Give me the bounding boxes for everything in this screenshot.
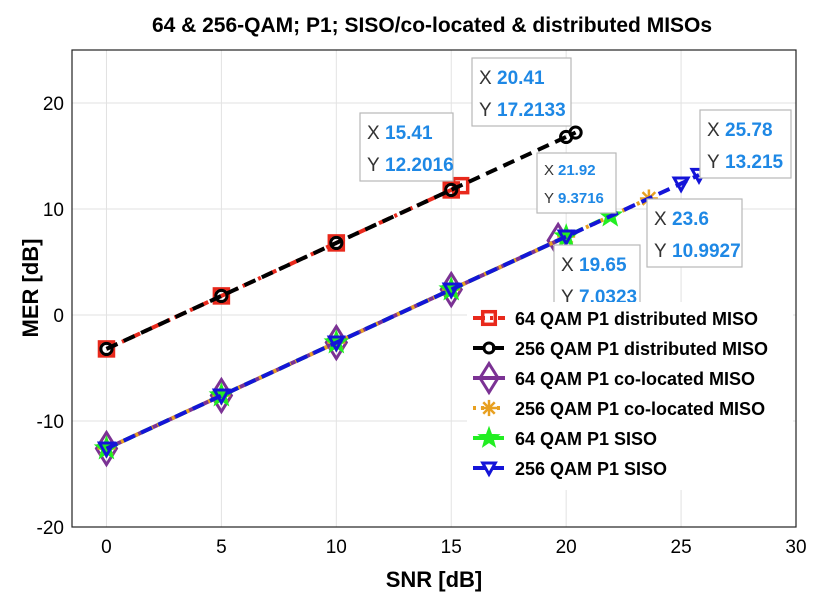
legend-marker — [477, 425, 501, 448]
legend-entry: 256 QAM P1 distributed MISO — [473, 339, 768, 359]
data-point — [214, 288, 229, 304]
data-tip-x-value: 15.41 — [385, 123, 433, 144]
data-point — [99, 341, 114, 357]
x-tick-label: 5 — [216, 537, 227, 558]
data-tip-box — [471, 57, 572, 127]
y-tick-label: -20 — [37, 518, 64, 539]
data-tip-y-key: Y — [707, 152, 720, 173]
legend-label: 64 QAM P1 co-located MISO — [515, 369, 755, 389]
legend-marker — [480, 461, 498, 478]
legend-label: 64 QAM P1 SISO — [515, 429, 657, 449]
data-tip-x-key: X — [654, 209, 667, 230]
data-tip-box — [699, 109, 792, 179]
legend-label: 64 QAM P1 distributed MISO — [515, 309, 758, 329]
legend-entry: 64 QAM P1 distributed MISO — [473, 309, 758, 329]
y-tick-label: 20 — [43, 94, 64, 115]
data-tip-y-value: 9.3716 — [558, 190, 604, 207]
x-tick-label: 25 — [671, 537, 692, 558]
legend-marker — [482, 341, 496, 355]
tick-labels: 0 5 10 15 20 25 30 -20 -10 0 10 20 — [37, 94, 807, 558]
data-tip-x-key: X — [479, 68, 492, 89]
data-tip-x-value: 20.41 — [497, 68, 545, 89]
data-point — [329, 235, 344, 251]
data-point — [96, 441, 117, 459]
y-axis-label: MER [dB] — [18, 239, 43, 338]
x-tick-label: 15 — [441, 537, 462, 558]
data-point — [671, 176, 691, 194]
data-tip-x-value: 25.78 — [725, 120, 773, 141]
y-tick-label: -10 — [37, 412, 64, 433]
plot-frame — [71, 49, 797, 528]
data-tip-y-key: Y — [544, 190, 554, 207]
legend-label: 256 QAM P1 distributed MISO — [515, 339, 768, 359]
x-tick-label: 10 — [326, 537, 347, 558]
legend-label: 256 QAM P1 co-located MISO — [515, 399, 765, 419]
x-axis-label: SNR [dB] — [386, 567, 483, 592]
legend-marker — [478, 360, 500, 396]
chart-title: 64 & 256-QAM; P1; SISO/co-located & dist… — [152, 14, 712, 37]
legend-entry: 64 QAM P1 co-located MISO — [473, 360, 755, 396]
data-tip: X 19.65Y 7.0323 — [553, 244, 641, 314]
data-tip-x-key: X — [367, 123, 380, 144]
data-point — [444, 182, 459, 198]
data-tip-x-key: X — [544, 162, 554, 179]
series-2 — [99, 125, 583, 357]
data-tip-x-key: X — [707, 120, 720, 141]
series-line — [105, 130, 577, 351]
data-point — [568, 125, 583, 140]
data-tip-x-value: 23.6 — [672, 209, 709, 230]
data-tip-box — [646, 198, 743, 268]
data-tip: X 20.41Y 17.2133 — [471, 57, 572, 127]
legend-label: 256 QAM P1 SISO — [515, 459, 667, 479]
data-tip: X 15.41Y 12.2016 — [359, 112, 454, 182]
data-tip-x-value: 21.92 — [558, 162, 596, 179]
data-tip-y-value: 10.9927 — [672, 241, 741, 262]
data-tip-y-key: Y — [479, 100, 492, 121]
legend-entry: 64 QAM P1 SISO — [473, 425, 657, 449]
data-tip-box — [553, 244, 641, 314]
data-point — [326, 335, 346, 353]
legend-entry: 256 QAM P1 SISO — [473, 459, 667, 479]
data-tip-x-value: 19.65 — [579, 255, 627, 276]
series-line — [105, 173, 700, 451]
legend-marker — [480, 309, 498, 327]
data-point — [441, 282, 461, 300]
data-tip-x-key: X — [561, 255, 574, 276]
data-tip: X 21.92Y 9.3716 — [536, 152, 617, 214]
data-tip: X 25.78Y 13.215 — [699, 109, 792, 179]
x-tick-label: 20 — [556, 537, 577, 558]
y-tick-label: 0 — [53, 306, 64, 327]
data-point — [211, 388, 231, 406]
data-tip-box — [359, 112, 454, 182]
x-tick-label: 30 — [785, 537, 806, 558]
legend-entry: 256 QAM P1 co-located MISO — [473, 399, 765, 419]
y-tick-label: 10 — [43, 200, 64, 221]
x-tick-label: 0 — [101, 537, 112, 558]
legend-marker — [480, 399, 498, 417]
data-tip-y-value: 12.2016 — [385, 155, 454, 176]
data-tip: X 23.6Y 10.9927 — [646, 198, 743, 268]
data-tip-y-value: 17.2133 — [497, 100, 566, 121]
data-tip-y-key: Y — [367, 155, 380, 176]
legend-box — [467, 302, 793, 490]
data-point — [556, 229, 576, 247]
data-tip-y-value: 13.215 — [725, 152, 784, 173]
data-tip-box — [536, 152, 617, 214]
data-tip-y-key: Y — [654, 241, 667, 262]
legend: 64 QAM P1 distributed MISO 256 QAM P1 dis… — [467, 302, 793, 490]
